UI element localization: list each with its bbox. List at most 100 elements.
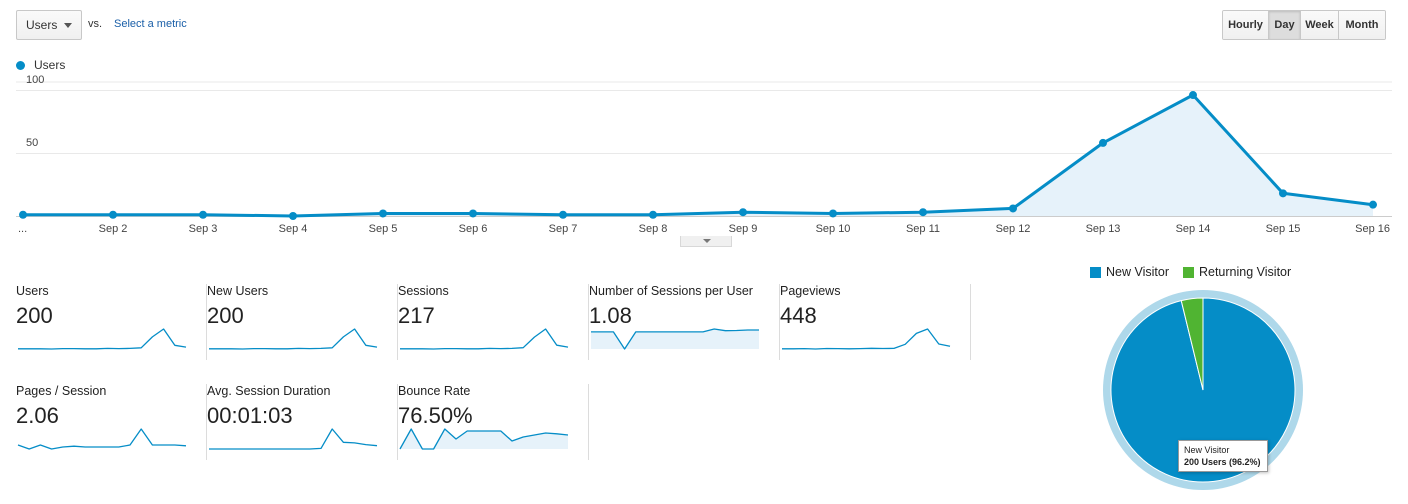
metric-name: Bounce Rate xyxy=(398,384,471,398)
triangle-down-icon xyxy=(703,239,711,243)
tile-divider xyxy=(970,284,971,360)
legend-series-name: Users xyxy=(34,58,66,72)
x-tick-label: Sep 8 xyxy=(639,223,668,235)
tooltip-detail: 200 Users (96.2%) xyxy=(1184,457,1261,467)
pie-legend-item-returning-visitor[interactable]: Returning Visitor xyxy=(1182,265,1291,279)
metric-name: Sessions xyxy=(398,284,449,298)
metric-name: Avg. Session Duration xyxy=(207,384,331,398)
sparkline xyxy=(209,428,378,450)
sparkline xyxy=(399,428,569,450)
sparkline-line xyxy=(591,328,759,350)
sparkline xyxy=(591,328,759,350)
metric-tile-pageviews[interactable]: Pageviews 448 xyxy=(780,284,971,360)
x-tick-label: Sep 10 xyxy=(816,223,851,235)
legend-swatch-icon xyxy=(1182,266,1194,278)
metric-value: 2.06 xyxy=(16,403,59,428)
pie-tooltip: New Visitor 200 Users (96.2%) xyxy=(1178,440,1268,472)
metric-name: New Users xyxy=(207,284,269,298)
data-point xyxy=(739,208,747,217)
data-point xyxy=(1369,200,1377,209)
data-point xyxy=(919,208,927,217)
metric-tile-avg-session-duration[interactable]: Avg. Session Duration 00:01:03 xyxy=(207,384,398,460)
tile-divider xyxy=(206,284,207,360)
sparkline-line xyxy=(209,428,378,450)
x-tick-label: Sep 15 xyxy=(1266,223,1301,235)
y-tick-label: 50 xyxy=(26,137,38,149)
data-point xyxy=(1279,189,1287,198)
select-metric-link[interactable]: Select a metric xyxy=(114,18,187,30)
y-tick-label: 100 xyxy=(26,74,44,86)
metric-tile-new-users[interactable]: New Users 200 xyxy=(207,284,398,360)
metric-name: Number of Sessions per User xyxy=(589,284,753,298)
sparkline-line xyxy=(17,428,187,450)
line-chart-legend: Users xyxy=(16,58,65,72)
chart-collapse-handle[interactable] xyxy=(680,236,732,247)
tile-divider xyxy=(588,384,589,460)
data-point xyxy=(199,210,207,219)
period-label: Month xyxy=(1345,19,1379,31)
caret-down-icon xyxy=(64,23,72,28)
x-tick-label: Sep 12 xyxy=(996,223,1031,235)
data-point xyxy=(379,209,387,218)
x-tick-label: ... xyxy=(18,223,27,235)
period-toggle: Hourly Day Week Month xyxy=(1222,10,1386,40)
data-point xyxy=(109,210,117,219)
vs-label: vs. xyxy=(88,18,103,30)
period-label: Week xyxy=(1305,19,1334,31)
period-hourly-button[interactable]: Hourly xyxy=(1223,11,1269,39)
sparkline xyxy=(400,328,569,350)
metric-name: Pageviews xyxy=(780,284,841,298)
data-point xyxy=(469,209,477,218)
metric-value: 217 xyxy=(398,303,435,328)
metric-value: 448 xyxy=(780,303,817,328)
pie-slice xyxy=(1180,297,1204,391)
period-month-button[interactable]: Month xyxy=(1339,11,1385,39)
pie-legend-item-new-visitor[interactable]: New Visitor xyxy=(1090,265,1169,279)
series-dot-icon xyxy=(16,60,25,70)
x-tick-label: Sep 9 xyxy=(729,223,758,235)
series-line xyxy=(23,93,1374,218)
sparkline xyxy=(782,328,951,350)
metric-tile-sessions[interactable]: Sessions 217 xyxy=(398,284,589,360)
x-tick-label: Sep 13 xyxy=(1086,223,1121,235)
sparkline xyxy=(18,328,187,350)
data-point xyxy=(1189,91,1197,100)
area-fill xyxy=(23,95,1373,216)
data-point xyxy=(1009,204,1017,213)
sparkline-fill xyxy=(591,329,759,349)
sparkline-line xyxy=(209,328,378,350)
sparkline-line xyxy=(782,328,951,350)
metric-dropdown-value: Users xyxy=(26,18,58,32)
visitor-pie-chart xyxy=(1103,290,1303,490)
metric-name: Pages / Session xyxy=(16,384,107,398)
metric-tile-pages-per-session[interactable]: Pages / Session 2.06 xyxy=(16,384,207,460)
period-day-button[interactable]: Day xyxy=(1269,11,1301,39)
sparkline-line xyxy=(18,328,187,350)
tile-divider xyxy=(779,284,780,360)
tile-divider xyxy=(206,384,207,460)
data-point xyxy=(289,212,297,220)
x-tick-label: Sep 3 xyxy=(189,223,218,235)
x-tick-label: Sep 2 xyxy=(99,223,128,235)
metric-value: 00:01:03 xyxy=(207,403,293,428)
period-label: Hourly xyxy=(1228,19,1263,31)
sparkline-line xyxy=(400,328,569,350)
x-tick-label: Sep 6 xyxy=(459,223,488,235)
metric-value: 76.50% xyxy=(398,403,473,428)
sparkline-fill xyxy=(400,429,568,449)
x-tick-label: Sep 5 xyxy=(369,223,398,235)
users-line-chart: 50 100... Sep 2 Sep 3 Sep 4 Sep 5 Sep 6 Sep 7 Se… xyxy=(16,74,1392,235)
sparkline xyxy=(17,428,187,450)
x-tick-label: Sep 7 xyxy=(549,223,578,235)
period-week-button[interactable]: Week xyxy=(1301,11,1339,39)
metric-value: 200 xyxy=(16,303,53,328)
tile-divider xyxy=(588,284,589,360)
metric-tile-bounce-rate[interactable]: Bounce Rate 76.50% xyxy=(398,384,589,460)
data-point xyxy=(649,210,657,219)
tile-divider xyxy=(397,384,398,460)
pie-legend: New Visitor Returning Visitor xyxy=(1090,265,1305,279)
metric-tile-users[interactable]: Users 200 xyxy=(16,284,207,360)
metric-tile-sessions-per-user[interactable]: Number of Sessions per User 1.08 xyxy=(589,284,780,360)
metric-value: 200 xyxy=(207,303,244,328)
metric-dropdown[interactable]: Users xyxy=(16,10,82,40)
